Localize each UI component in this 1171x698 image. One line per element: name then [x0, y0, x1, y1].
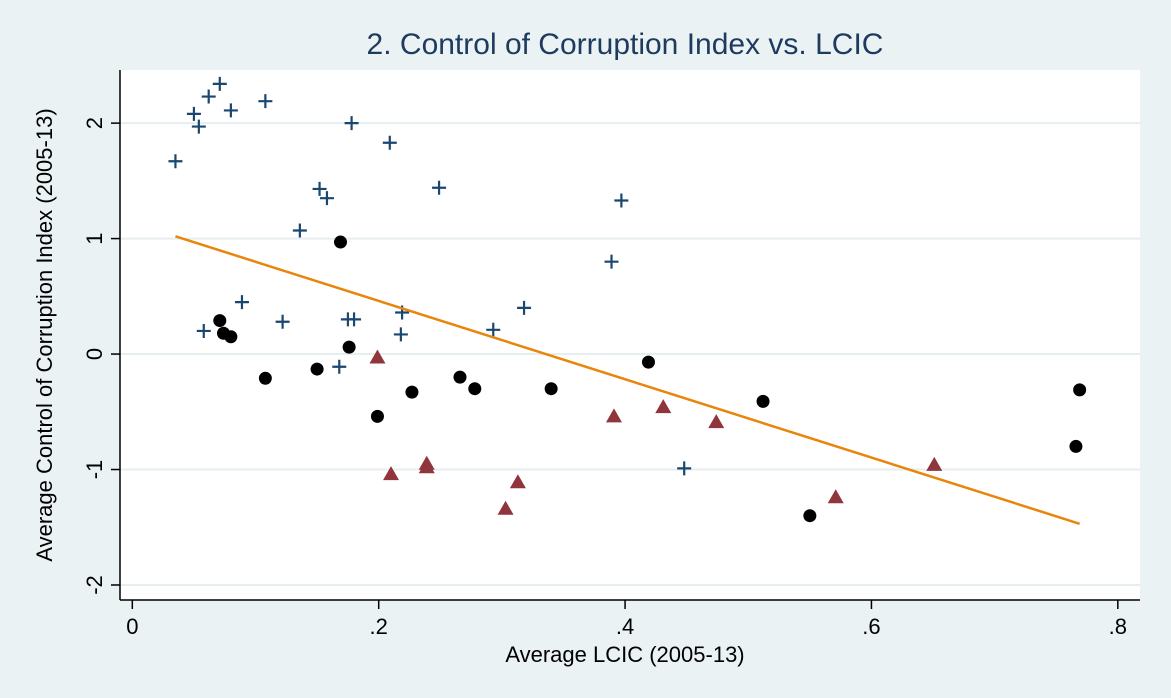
circle-marker — [1069, 439, 1083, 453]
plus-marker — [604, 254, 619, 269]
circle-marker — [405, 385, 419, 399]
plus-marker — [275, 314, 290, 329]
circle-marker — [342, 340, 356, 354]
plus-marker — [332, 359, 347, 374]
plus-marker — [614, 193, 629, 208]
plus-marker — [319, 191, 334, 206]
plus-marker — [486, 322, 501, 337]
circle-marker — [803, 509, 817, 523]
circle-marker — [258, 371, 272, 385]
triangle-marker — [383, 466, 400, 481]
plus-marker — [258, 94, 273, 109]
plus-marker — [382, 135, 397, 150]
y-tick-label: -1 — [82, 460, 107, 480]
plot-area — [120, 70, 1140, 600]
circle-marker — [468, 382, 482, 396]
triangle-marker — [497, 500, 514, 515]
y-tick-label: -2 — [82, 575, 107, 595]
y-tick-label: 1 — [82, 232, 107, 244]
triangle-marker — [827, 489, 844, 504]
plus-marker — [168, 154, 183, 169]
plus-marker — [312, 181, 327, 196]
circle-marker — [370, 409, 384, 423]
plus-marker — [196, 323, 211, 338]
plus-marker — [677, 461, 692, 476]
plus-marker — [201, 89, 216, 104]
y-tick-label: 2 — [82, 117, 107, 129]
y-tick-label: 0 — [82, 348, 107, 360]
circle-marker — [641, 355, 655, 369]
circle-marker — [1073, 383, 1087, 397]
triangle-marker — [605, 408, 622, 423]
circle-marker — [544, 382, 558, 396]
circle-marker — [213, 314, 227, 328]
x-tick-label: 0 — [126, 614, 138, 639]
plus-marker — [432, 180, 447, 195]
plus-marker — [292, 223, 307, 238]
circle-marker — [453, 370, 467, 384]
plus-marker — [517, 300, 532, 315]
triangle-marker — [509, 474, 526, 489]
circle-marker — [310, 362, 324, 376]
fit-line — [175, 235, 1081, 525]
circle-marker — [756, 394, 770, 408]
x-tick-label: .6 — [862, 614, 880, 639]
plus-marker — [344, 116, 359, 131]
triangle-marker — [655, 399, 672, 414]
circle-marker — [224, 330, 238, 344]
plus-marker — [347, 312, 362, 327]
plus-marker — [191, 119, 206, 134]
triangle-marker — [708, 414, 725, 429]
x-tick-label: .2 — [370, 614, 388, 639]
plus-marker — [234, 295, 249, 310]
chart-title: 2. Control of Corruption Index vs. LCIC — [367, 28, 884, 61]
x-tick-label: .4 — [616, 614, 634, 639]
plus-marker — [186, 106, 201, 121]
plus-marker — [393, 327, 408, 342]
y-axis-label: Average Control of Corruption Index (200… — [32, 108, 57, 561]
x-axis-label: Average LCIC (2005-13) — [505, 642, 744, 667]
triangle-marker — [369, 349, 386, 364]
circle-marker — [334, 235, 348, 249]
plus-marker — [223, 103, 238, 118]
x-tick-label: .8 — [1109, 614, 1127, 639]
plus-marker — [212, 76, 227, 91]
triangle-marker — [418, 459, 435, 474]
triangle-marker — [926, 456, 943, 471]
